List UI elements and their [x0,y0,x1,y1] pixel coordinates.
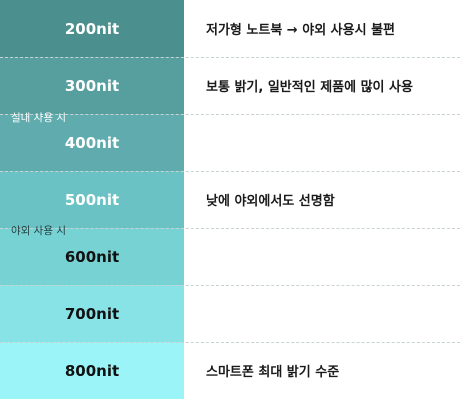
brightness-row-400: 400nit [0,114,460,171]
nit-cell-500: 500nit [0,171,184,228]
row-divider [0,57,460,58]
nit-cell-700: 700nit [0,285,184,342]
row-divider [0,171,460,172]
row-divider [0,342,460,343]
row-desc-500: 낮에 야외에서도 선명함 [206,194,335,209]
brightness-row-200: 200nit 저가형 노트북 → 야외 사용시 불편 [0,0,460,57]
row-desc-800: 스마트폰 최대 밝기 수준 [206,365,340,380]
brightness-row-500: 500nit 낮에 야외에서도 선명함 [0,171,460,228]
row-desc-200: 저가형 노트북 → 야외 사용시 불편 [206,23,396,38]
row-divider [0,228,460,229]
row-divider [0,285,460,286]
nit-cell-600: 600nit [0,228,184,285]
nit-cell-200: 200nit [0,0,184,57]
brightness-row-600: 600nit [0,228,460,285]
nit-cell-300: 300nit [0,57,184,114]
row-divider [0,114,460,115]
group-label-outdoor: 야외 사용 시 [11,225,66,237]
nit-cell-400: 400nit [0,114,184,171]
group-label-indoor: 실내 사용 시 [11,112,66,124]
brightness-row-700: 700nit [0,285,460,342]
brightness-row-800: 800nit 스마트폰 최대 밝기 수준 [0,342,460,399]
nit-cell-800: 800nit [0,342,184,399]
brightness-row-300: 300nit 보통 밝기, 일반적인 제품에 많이 사용 [0,57,460,114]
row-desc-300: 보통 밝기, 일반적인 제품에 많이 사용 [206,80,413,95]
